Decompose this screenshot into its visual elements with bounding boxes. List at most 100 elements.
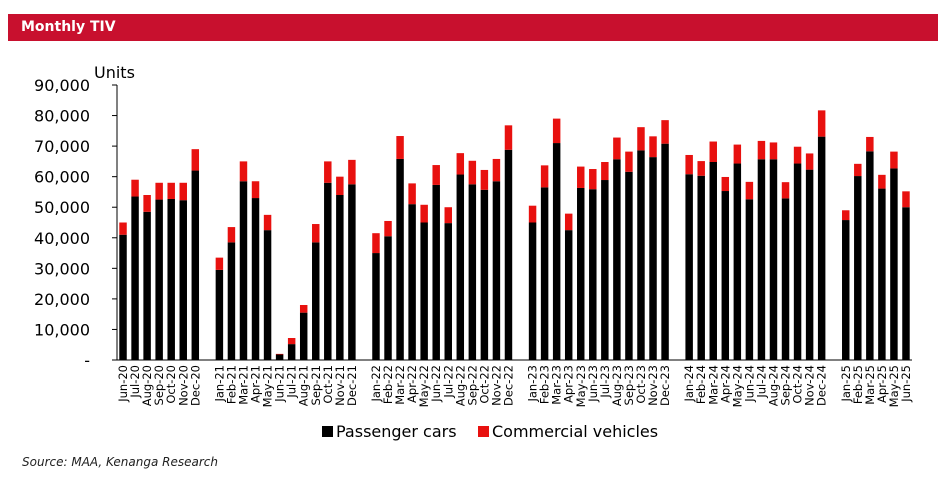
bar-commercial-vehicles [263, 214, 272, 231]
bar-passenger-cars [805, 169, 814, 360]
x-tick-label: May-22 [417, 365, 431, 407]
bar-passenger-cars [492, 181, 501, 360]
bar-commercial-vehicles [697, 161, 705, 176]
x-tick-label: Feb-24 [694, 365, 708, 404]
x-tick-label: Apr-25 [875, 365, 889, 403]
bar-commercial-vehicles [625, 151, 633, 172]
x-tick-label: Jun-21 [273, 365, 287, 403]
bar-commercial-vehicles [637, 127, 645, 151]
bar-commercial-vehicles [866, 136, 874, 152]
x-tick-label: Aug-20 [140, 365, 154, 406]
bar-passenger-cars [191, 170, 200, 360]
bar-commercial-vehicles [456, 153, 465, 175]
bar-commercial-vehicles [577, 166, 585, 188]
x-axis-ticks: Jun-20Jul-20Aug-20Sep-20Oct-20Nov-20Dec-… [116, 365, 913, 407]
bar-passenger-cars [143, 211, 151, 360]
bar-commercial-vehicles [119, 222, 127, 235]
bar-passenger-cars [601, 180, 609, 360]
bar-passenger-cars [504, 149, 513, 360]
legend-label: Passenger cars [336, 422, 457, 441]
bar-commercial-vehicles [444, 207, 452, 224]
legend-swatch [478, 426, 489, 437]
x-tick-label: Sep-20 [152, 365, 166, 405]
x-tick-label: Jun-22 [429, 365, 443, 403]
bar-passenger-cars [721, 191, 730, 360]
x-tick-label: Dec-23 [658, 365, 672, 406]
bar-commercial-vehicles [781, 182, 790, 199]
x-tick-label: May-21 [261, 365, 275, 407]
bar-commercial-vehicles [420, 204, 428, 223]
bar-commercial-vehicles [721, 176, 730, 192]
bar-passenger-cars [480, 189, 489, 360]
x-tick-label: Nov-20 [176, 365, 190, 406]
bar-commercial-vehicles [564, 213, 573, 231]
bar-commercial-vehicles [589, 169, 597, 190]
bar-commercial-vehicles [215, 257, 224, 270]
bar-passenger-cars [540, 187, 549, 360]
bar-passenger-cars [179, 200, 187, 360]
legend-swatch [322, 426, 333, 437]
bar-commercial-vehicles [275, 353, 284, 355]
y-axis-ticks: - 10,000 20,000 30,000 40,000 50,000 60,000 70,… [34, 76, 117, 370]
bar-passenger-cars [817, 136, 826, 360]
source-note: Source: MAA, Kenanga Research [22, 455, 218, 469]
bar-commercial-vehicles [131, 179, 139, 197]
bar-commercial-vehicles [842, 210, 850, 221]
bar-passenger-cars [348, 184, 356, 360]
bar-commercial-vehicles [552, 118, 561, 144]
x-tick-label: Dec-22 [501, 365, 515, 406]
bar-passenger-cars [854, 176, 862, 360]
x-tick-label: Mar-21 [236, 365, 250, 405]
y-tick-label: 30,000 [34, 259, 90, 278]
x-tick-label: Sep-24 [779, 365, 793, 405]
x-tick-label: Jul-21 [285, 365, 299, 399]
bar-passenger-cars [444, 223, 452, 360]
bar-passenger-cars [227, 242, 236, 360]
bar-commercial-vehicles [649, 136, 657, 158]
bar-commercial-vehicles [167, 182, 175, 199]
bar-passenger-cars [336, 195, 344, 360]
bar-commercial-vehicles [480, 169, 489, 190]
bar-passenger-cars [878, 188, 886, 360]
bar-passenger-cars [577, 187, 585, 360]
bar-passenger-cars [661, 143, 669, 360]
bar-passenger-cars [324, 182, 332, 360]
x-tick-label: Aug-24 [766, 365, 780, 406]
bar-commercial-vehicles [179, 182, 187, 201]
bar-commercial-vehicles [396, 136, 404, 159]
bar-passenger-cars [757, 159, 766, 360]
bar-commercial-vehicles [733, 144, 742, 164]
bar-commercial-vehicles [540, 165, 549, 188]
bar-passenger-cars [552, 143, 561, 360]
bar-passenger-cars [456, 174, 465, 360]
bar-commercial-vehicles [468, 160, 477, 185]
bar-commercial-vehicles [348, 159, 356, 185]
x-tick-label: Jul-24 [754, 365, 768, 399]
x-tick-label: Jan-24 [682, 365, 696, 403]
bar-passenger-cars [649, 157, 657, 360]
x-tick-label: Mar-22 [393, 365, 407, 405]
bar-passenger-cars [781, 198, 790, 360]
x-tick-label: Apr-21 [249, 365, 263, 403]
bar-passenger-cars [312, 242, 320, 360]
bar-commercial-vehicles [902, 191, 910, 208]
bar-passenger-cars [215, 269, 224, 360]
bar-passenger-cars [625, 171, 633, 360]
x-tick-label: Aug-21 [297, 365, 311, 406]
bar-passenger-cars [119, 234, 127, 360]
y-tick-label: - [84, 351, 90, 370]
bar-passenger-cars [275, 354, 284, 360]
bar-commercial-vehicles [299, 305, 308, 313]
bar-passenger-cars [299, 312, 308, 360]
x-tick-label: May-23 [574, 365, 588, 407]
bar-passenger-cars [528, 222, 537, 360]
y-tick-label: 10,000 [34, 320, 90, 339]
bar-passenger-cars [685, 174, 693, 360]
x-tick-label: Aug-23 [610, 365, 624, 406]
y-tick-label: 60,000 [34, 168, 90, 187]
bar-passenger-cars [697, 175, 705, 360]
bar-commercial-vehicles [287, 338, 296, 345]
x-tick-label: Oct-23 [634, 365, 648, 404]
bar-commercial-vehicles [324, 161, 332, 183]
bar-commercial-vehicles [384, 220, 392, 237]
